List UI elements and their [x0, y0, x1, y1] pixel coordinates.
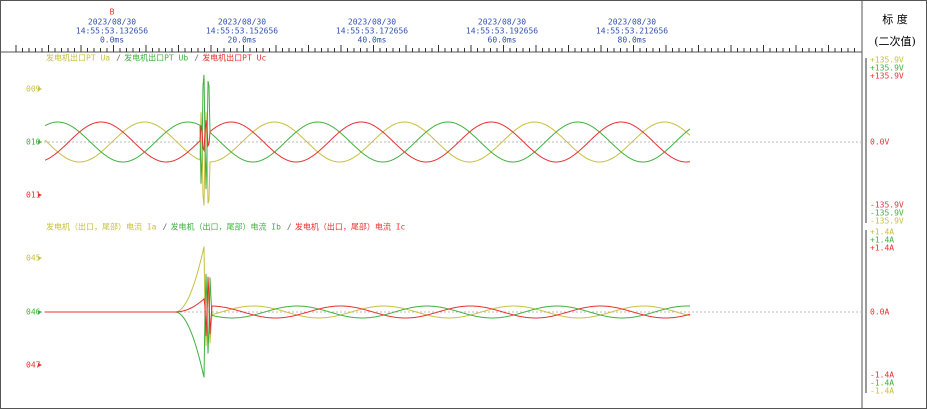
legend-entry: 发电机出口PT Ua [46, 53, 110, 63]
scale-top: +135.9V [870, 72, 904, 81]
channel-label: 009 [26, 85, 41, 94]
time-clock: 14:55:53.172656 [336, 27, 408, 36]
channel-label: 046 [26, 308, 41, 317]
legend-entry: 发电机出口PT Ub [124, 53, 188, 63]
scale-bottom: -135.9V [870, 209, 904, 218]
time-offset: 40.0ms [358, 36, 387, 45]
channel-label: 010 [26, 138, 41, 147]
scale-top: +135.9V [870, 64, 904, 73]
channel-arrow [38, 310, 42, 314]
scale-top: +1.4A [870, 236, 894, 245]
time-date: 2023/08/30 [478, 18, 526, 27]
scale-bottom: -135.9V [870, 201, 904, 210]
channel-arrow [38, 363, 42, 367]
scale-zero: 0.0V [870, 138, 889, 147]
waveform [44, 120, 691, 163]
waveform [44, 74, 691, 190]
legend-sep: / [194, 54, 199, 63]
time-date: 2023/08/30 [608, 18, 656, 27]
legend-sep: / [116, 54, 121, 63]
time-offset: 80.0ms [618, 36, 647, 45]
cursor-marker: B [110, 8, 115, 17]
time-date: 2023/08/30 [348, 18, 396, 27]
time-clock: 14:55:53.212656 [596, 27, 668, 36]
legend-sep: / [162, 223, 167, 232]
channel-label: 047 [26, 361, 41, 370]
channel-label: 045 [26, 254, 41, 263]
channel-arrow [38, 193, 42, 197]
time-offset: 0.0ms [100, 36, 124, 45]
time-clock: 14:55:53.132656 [76, 27, 148, 36]
time-clock: 14:55:53.192656 [466, 27, 538, 36]
channel-arrow [38, 256, 42, 260]
legend-entry: 发电机出口PT Uc [202, 53, 266, 63]
scale-top: +1.4A [870, 244, 894, 253]
channel-label: 011 [26, 191, 41, 200]
legend-entry: 发电机（出口，尾部）电流 Ia [46, 222, 157, 232]
scale-bottom: -1.4A [870, 387, 894, 396]
time-offset: 20.0ms [228, 36, 257, 45]
channel-arrow [38, 140, 42, 144]
waveform [45, 276, 691, 337]
legend-sep: / [287, 223, 292, 232]
waveform [44, 111, 691, 206]
scale-zero: 0.0A [870, 308, 889, 317]
time-clock: 14:55:53.152656 [206, 27, 278, 36]
time-date: 2023/08/30 [88, 18, 136, 27]
scale-top: +135.9V [870, 56, 904, 65]
time-offset: 60.0ms [488, 36, 517, 45]
channel-arrow [38, 87, 42, 91]
scale-top: +1.4A [870, 228, 894, 237]
scale-bottom: -135.9V [870, 217, 904, 226]
legend-entry: 发电机（出口，尾部）电流 Ic [295, 222, 406, 232]
scale-bottom: -1.4A [870, 379, 894, 388]
scale-subtitle: (二次值) [874, 34, 916, 48]
scale-bottom: -1.4A [870, 371, 894, 380]
time-date: 2023/08/30 [218, 18, 266, 27]
legend-entry: 发电机（出口，尾部）电流 Ib [170, 222, 281, 232]
scale-title: 标 度 [882, 12, 908, 26]
